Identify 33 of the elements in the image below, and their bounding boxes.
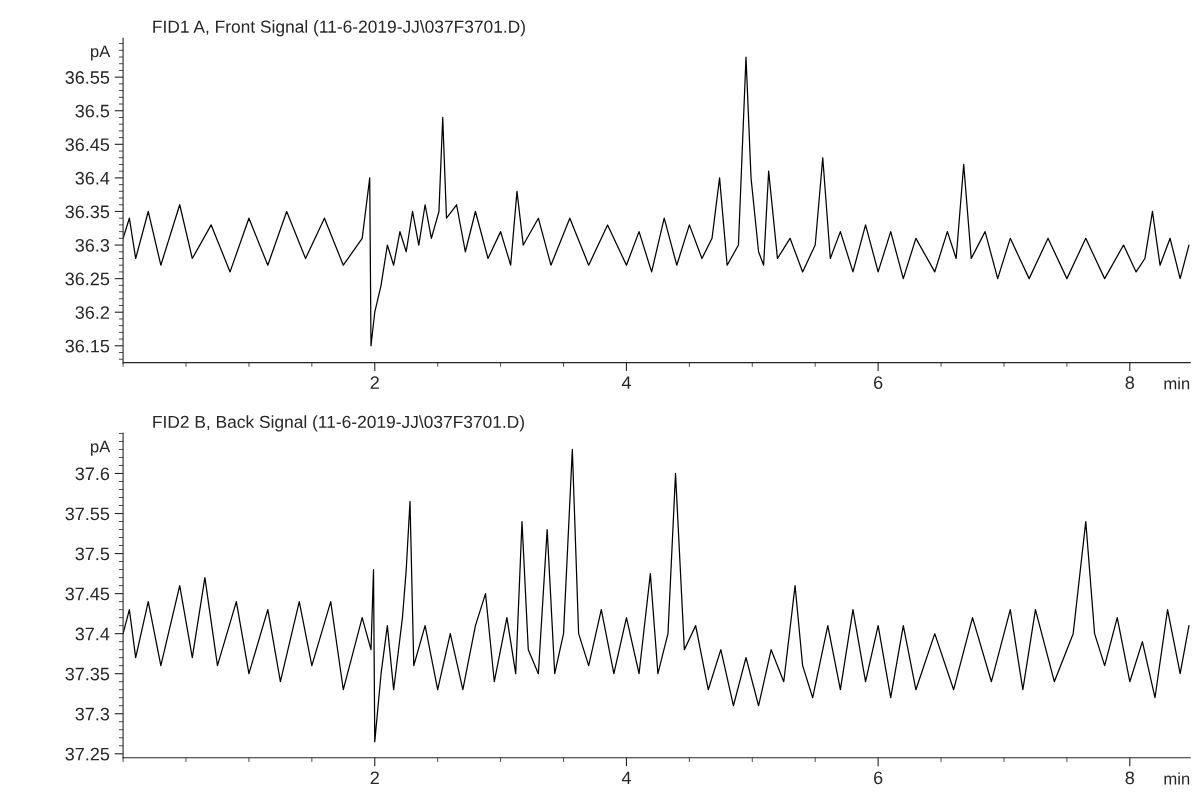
y-tick-label: 36.35: [65, 205, 110, 219]
x-tick-label: 2: [370, 771, 379, 785]
y-tick-label: 37.35: [65, 667, 110, 681]
y-tick-label: 36.55: [65, 71, 110, 84]
y-tick-label: 37.5: [75, 547, 110, 561]
y-tick-label: 36.4: [75, 171, 110, 185]
x-tick-label: 6: [874, 771, 883, 785]
line-series: [123, 448, 1190, 743]
y-axis-title: pA: [90, 440, 111, 456]
x-tick-label: 4: [621, 771, 631, 785]
y-axis-title: pA: [90, 45, 111, 61]
y-tick-label: 36.25: [65, 272, 110, 286]
y-tick-label: 36.2: [75, 306, 109, 319]
y-tick-label: 37.45: [65, 587, 110, 601]
y-tick-label: 37.4: [75, 627, 110, 641]
y-tick-label: 37.25: [65, 747, 110, 761]
y-tick-label: 36.5: [75, 104, 110, 118]
x-tick-label: 8: [1125, 376, 1135, 390]
y-tick-label: 37.55: [65, 507, 110, 521]
y-tick-label: 36.15: [65, 339, 110, 353]
line-series: [123, 56, 1190, 347]
x-axis-title: min: [1164, 772, 1190, 785]
y-tick-label: 36.3: [75, 238, 110, 252]
x-tick-label: 4: [621, 376, 631, 389]
y-tick-label: 37.6: [75, 467, 110, 481]
y-tick-label: 37.3: [75, 707, 110, 721]
y-tick-label: 36.45: [65, 138, 110, 152]
chart-title: FID2 B, Back Signal (11-6-2019-JJ\037F3701.D): [153, 415, 524, 432]
x-axis-title: min: [1164, 377, 1190, 390]
x-tick-label: 8: [1125, 771, 1135, 785]
x-tick-label: 6: [874, 376, 883, 390]
x-tick-label: 2: [370, 376, 379, 389]
chart-title: FID1 A, Front Signal (11-6-2019-JJ\037F3701.D): [153, 20, 525, 37]
